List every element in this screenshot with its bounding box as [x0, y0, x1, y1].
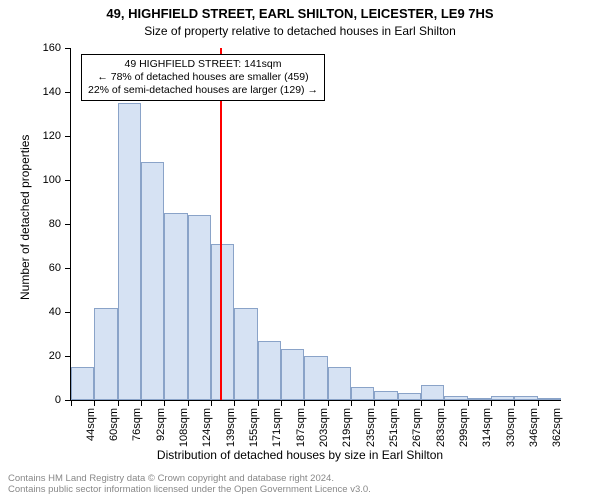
y-tick [65, 356, 71, 357]
x-tick-label: 251sqm [388, 408, 400, 448]
y-tick-label: 0 [31, 394, 61, 406]
y-tick-label: 40 [31, 306, 61, 318]
x-tick-label: 267sqm [411, 408, 423, 448]
x-tick [258, 400, 259, 406]
x-tick [211, 400, 212, 406]
x-tick-label: 362sqm [551, 408, 563, 448]
x-tick [421, 400, 422, 406]
histogram-bar [328, 367, 351, 400]
x-tick [71, 400, 72, 406]
x-tick-label: 187sqm [295, 408, 307, 448]
histogram-bar [444, 396, 467, 400]
annotation-line-1: 49 HIGHFIELD STREET: 141sqm [88, 58, 318, 71]
y-tick-label: 20 [31, 350, 61, 362]
y-tick-label: 160 [31, 42, 61, 54]
y-tick [65, 312, 71, 313]
histogram-bar [374, 391, 397, 400]
x-tick [118, 400, 119, 406]
histogram-bar [71, 367, 94, 400]
y-axis-label: Number of detached properties [18, 135, 32, 300]
y-tick-label: 100 [31, 174, 61, 186]
x-tick-label: 314sqm [481, 408, 493, 448]
x-tick-label: 171sqm [271, 408, 283, 448]
annotation-box: 49 HIGHFIELD STREET: 141sqm ← 78% of det… [81, 54, 325, 101]
histogram-bar [538, 398, 561, 400]
x-tick-label: 60sqm [108, 408, 120, 448]
y-tick [65, 92, 71, 93]
x-tick [304, 400, 305, 406]
y-tick [65, 48, 71, 49]
x-tick-label: 155sqm [248, 408, 260, 448]
x-axis-label: Distribution of detached houses by size … [0, 448, 600, 462]
x-tick [141, 400, 142, 406]
y-tick-label: 120 [31, 130, 61, 142]
x-tick-label: 219sqm [341, 408, 353, 448]
x-tick-label: 346sqm [528, 408, 540, 448]
annotation-line-2: ← 78% of detached houses are smaller (45… [88, 71, 318, 84]
histogram-bar [468, 398, 491, 400]
x-tick [538, 400, 539, 406]
histogram-bar [94, 308, 117, 400]
x-tick-label: 203sqm [318, 408, 330, 448]
x-tick [281, 400, 282, 406]
y-tick [65, 136, 71, 137]
histogram-bar [491, 396, 514, 400]
x-tick-label: 44sqm [85, 408, 97, 448]
histogram-bar [398, 393, 421, 400]
histogram-bar [164, 213, 187, 400]
x-tick [444, 400, 445, 406]
x-tick-label: 139sqm [225, 408, 237, 448]
x-tick-label: 92sqm [155, 408, 167, 448]
y-tick [65, 268, 71, 269]
x-tick-label: 108sqm [178, 408, 190, 448]
x-tick-label: 330sqm [505, 408, 517, 448]
footer-line-2: Contains public sector information licen… [8, 485, 371, 496]
histogram-bar [258, 341, 281, 400]
x-tick [514, 400, 515, 406]
plot-area: 02040608010012014016044sqm60sqm76sqm92sq… [70, 48, 561, 401]
x-tick [94, 400, 95, 406]
x-tick [398, 400, 399, 406]
x-tick [374, 400, 375, 406]
histogram-bar [211, 244, 234, 400]
histogram-bar [141, 162, 164, 400]
histogram-bar [281, 349, 304, 400]
x-tick-label: 283sqm [435, 408, 447, 448]
x-tick [234, 400, 235, 406]
x-tick [328, 400, 329, 406]
histogram-bar [304, 356, 327, 400]
chart-subtitle: Size of property relative to detached ho… [0, 22, 600, 38]
x-tick-label: 124sqm [201, 408, 213, 448]
footer-attribution: Contains HM Land Registry data © Crown c… [8, 474, 371, 496]
histogram-bar [351, 387, 374, 400]
y-tick-label: 60 [31, 262, 61, 274]
x-tick [351, 400, 352, 406]
histogram-bar [188, 215, 211, 400]
annotation-line-3: 22% of semi-detached houses are larger (… [88, 84, 318, 97]
y-tick-label: 140 [31, 86, 61, 98]
x-tick [468, 400, 469, 406]
histogram-bar [118, 103, 141, 400]
histogram-bar [234, 308, 257, 400]
y-tick [65, 180, 71, 181]
x-tick [491, 400, 492, 406]
histogram-bar [514, 396, 537, 400]
y-tick [65, 224, 71, 225]
x-tick-label: 299sqm [458, 408, 470, 448]
x-tick-label: 235sqm [365, 408, 377, 448]
chart-title: 49, HIGHFIELD STREET, EARL SHILTON, LEIC… [0, 0, 600, 22]
histogram-bar [421, 385, 444, 400]
x-tick [164, 400, 165, 406]
x-tick [188, 400, 189, 406]
x-tick-label: 76sqm [131, 408, 143, 448]
y-tick-label: 80 [31, 218, 61, 230]
